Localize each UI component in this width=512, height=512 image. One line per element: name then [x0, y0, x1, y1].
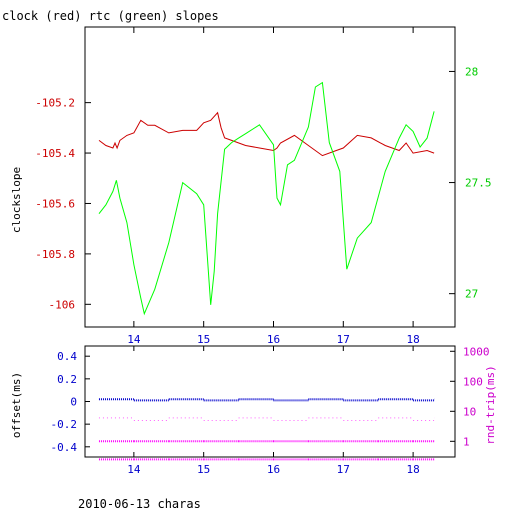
- top-y-tick-label: -105.4: [35, 147, 75, 160]
- bottom-x-tick-label: 14: [127, 463, 141, 476]
- top-x-tick-label: 14: [127, 333, 141, 346]
- top-x-tick-label: 15: [197, 333, 210, 346]
- bottom-y2-tick-label: 100: [463, 375, 483, 388]
- top-y2-tick-label: 27.5: [465, 177, 492, 190]
- bottom-y-tick-label: 0: [70, 396, 77, 409]
- bottom-y2-tick-label: 1000: [463, 345, 490, 358]
- top-x-tick-label: 16: [267, 333, 280, 346]
- top-tick-labels: 14 15 16 17 18 -105.2 -105.4 -105.6 -105.8 -106 28…: [35, 65, 491, 346]
- top-y-tick-label: -105.2: [35, 97, 75, 110]
- top-tick-marks: [85, 27, 455, 327]
- bottom-y-tick-label: 0.2: [57, 373, 77, 386]
- top-y-tick-label: -106: [49, 298, 76, 311]
- bottom-y-tick-label: 0.4: [57, 350, 77, 363]
- bottom-y-tick-label: -0.2: [51, 418, 78, 431]
- y-axis-label-clockslope: clockslope: [10, 167, 23, 233]
- y2-axis-label-roundtrip: rnd-trip(ms): [484, 365, 497, 444]
- bottom-x-tick-label: 18: [406, 463, 419, 476]
- offset-series: [98, 398, 435, 402]
- bottom-x-tick-label: 16: [267, 463, 280, 476]
- top-plot-frame: [84, 26, 456, 328]
- bottom-tick-labels: 14 15 16 17 18 0.4 0.2 0 -0.2 -0.4 1000 100 10 1: [51, 345, 490, 476]
- clock-slope-line: [98, 111, 435, 157]
- top-x-tick-label: 18: [406, 333, 419, 346]
- top-series-layer: [98, 81, 435, 316]
- top-y-tick-label: -105.6: [35, 197, 75, 210]
- bottom-x-tick-label: 15: [197, 463, 210, 476]
- bottom-y2-tick-label: 1: [463, 435, 470, 448]
- bottom-tick-marks: [85, 346, 455, 457]
- bottom-series-layer: [98, 398, 435, 461]
- y-axis-label-offset: offset(ms): [10, 372, 23, 438]
- top-y2-tick-label: 28: [465, 65, 478, 78]
- rtc-slope-line: [98, 81, 435, 316]
- chart-title: clock (red) rtc (green) slopes: [2, 9, 219, 23]
- footer-date: 2010-06-13 charas: [78, 497, 201, 511]
- bottom-y-tick-label: -0.4: [51, 441, 78, 454]
- roundtrip-series-3: [98, 417, 435, 421]
- bottom-x-tick-label: 17: [337, 463, 350, 476]
- top-y2-tick-label: 27: [465, 288, 478, 301]
- top-x-tick-label: 17: [337, 333, 350, 346]
- top-y-tick-label: -105.8: [35, 248, 75, 261]
- bottom-y2-tick-label: 10: [463, 405, 476, 418]
